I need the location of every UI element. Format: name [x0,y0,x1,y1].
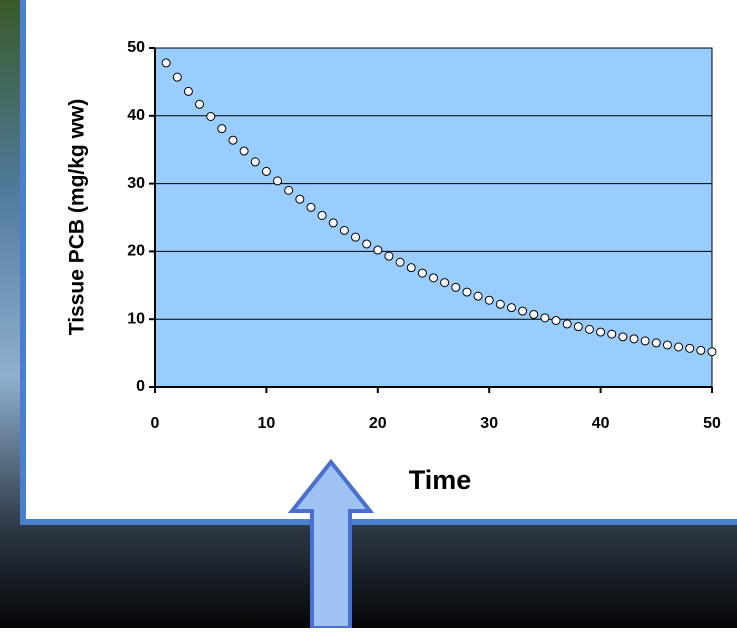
data-point [352,233,360,241]
data-point [262,167,270,175]
data-point [496,300,504,308]
y-tick-label: 20 [127,243,145,260]
data-point [274,177,282,185]
data-point [619,333,627,341]
data-point [663,341,671,349]
y-tick-label: 50 [127,39,145,56]
data-point [675,343,683,351]
data-point [430,274,438,282]
data-point [340,226,348,234]
data-point [597,328,605,336]
y-tick-label: 0 [136,378,145,395]
data-point [652,339,660,347]
y-tick-label: 40 [127,107,145,124]
x-tick-label: 50 [703,415,721,432]
data-point [608,330,616,338]
data-point [630,335,638,343]
x-tick-label: 20 [369,415,387,432]
data-point [173,73,181,81]
data-point [474,292,482,300]
x-tick-label: 10 [258,415,276,432]
data-point [463,288,471,296]
data-point [507,304,515,312]
data-point [184,87,192,95]
data-point [218,125,226,133]
plot-area [155,48,712,387]
data-point [229,136,237,144]
x-axis-label: Time [409,465,472,495]
data-point [552,317,560,325]
data-point [585,325,593,333]
data-point [418,269,426,277]
data-point [407,264,415,272]
data-point [318,211,326,219]
slide: 0 10 20 30 40 50 0 10 20 30 40 50 Time Tissue PCB (… [0,0,737,628]
data-point [385,252,393,260]
data-point [452,283,460,291]
data-point [207,112,215,120]
data-point [162,59,170,67]
y-tick-label: 10 [127,310,145,327]
data-point [530,310,538,318]
x-tick-label: 0 [151,415,160,432]
x-tick-label: 40 [592,415,610,432]
chart: 0 10 20 30 40 50 0 10 20 30 40 50 [127,39,721,432]
data-point [708,348,716,356]
data-point [363,240,371,248]
data-point [697,346,705,354]
y-axis-label: Tissue PCB (mg/kg ww) [66,99,89,336]
data-point [519,307,527,315]
data-point [441,279,449,287]
data-point [251,158,259,166]
data-point [240,147,248,155]
data-point [686,344,694,352]
data-point [541,314,549,322]
data-point [396,258,404,266]
data-point [329,219,337,227]
data-point [574,323,582,331]
y-tick-label: 30 [127,175,145,192]
data-point [285,186,293,194]
data-point [563,320,571,328]
data-point [296,195,304,203]
data-point [485,296,493,304]
data-point [196,100,204,108]
data-point [307,203,315,211]
data-point [374,246,382,254]
data-point [641,337,649,345]
x-tick-label: 30 [480,415,498,432]
